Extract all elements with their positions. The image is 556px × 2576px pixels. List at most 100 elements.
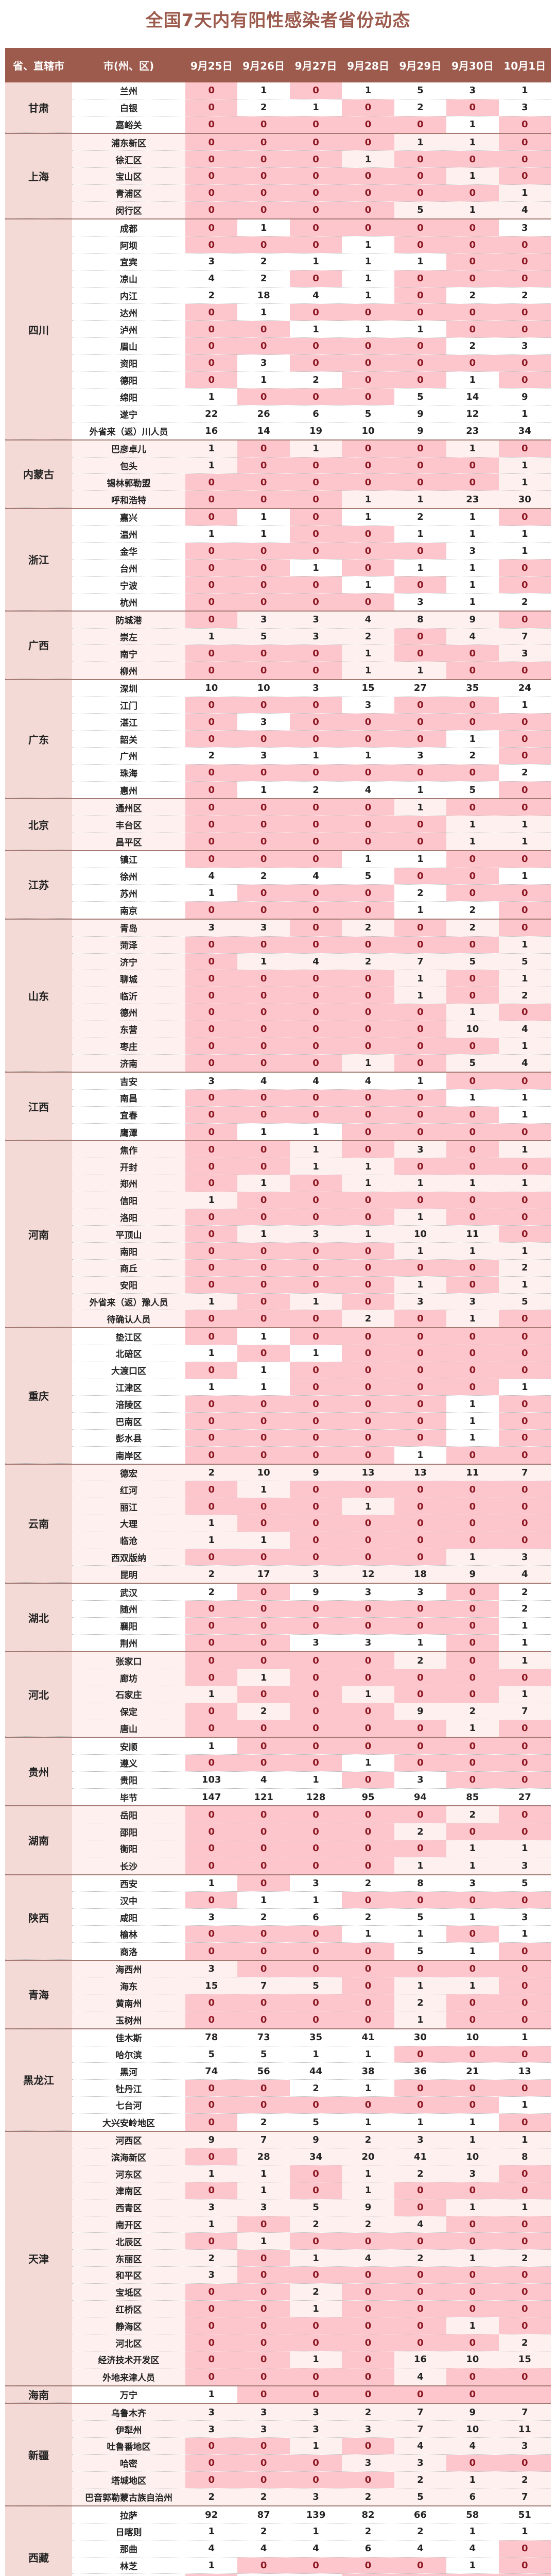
- count-cell: 0: [394, 2097, 447, 2113]
- count-cell: 1: [394, 1073, 447, 1090]
- count-cell: 0: [498, 2182, 551, 2199]
- count-cell: 0: [446, 1892, 499, 1909]
- count-cell: 1: [394, 799, 447, 816]
- count-cell: 0: [237, 2471, 290, 2488]
- count-cell: 1: [342, 748, 394, 764]
- count-cell: 0: [237, 885, 290, 902]
- city-cell: 垫江区: [72, 1328, 185, 1345]
- count-cell: 0: [498, 2454, 551, 2471]
- table-row: 临沧 1 1 0 0 0 0 0: [72, 1532, 551, 1549]
- count-cell: 4: [289, 953, 342, 970]
- count-cell: 0: [342, 388, 394, 405]
- count-cell: 8: [394, 611, 447, 628]
- count-cell: 0: [342, 1738, 394, 1755]
- table-row: 北辰区 0 1 0 0 0 0 0: [72, 2233, 551, 2250]
- province-cell: 海南: [5, 2386, 72, 2403]
- count-cell: 0: [289, 1362, 342, 1379]
- city-cell: 红桥区: [72, 2300, 185, 2317]
- count-cell: 0: [498, 134, 551, 151]
- table-row: 江津区 1 1 0 0 0 0 1: [72, 1379, 551, 1396]
- city-cell: 临沂: [72, 987, 185, 1004]
- count-cell: 1: [446, 2131, 499, 2148]
- count-cell: 0: [394, 1669, 447, 1686]
- count-cell: 6: [342, 2540, 394, 2557]
- count-cell: 0: [446, 2386, 499, 2403]
- count-cell: 0: [237, 2351, 290, 2368]
- count-cell: 0: [237, 833, 290, 850]
- count-cell: 0: [185, 1226, 238, 1243]
- count-cell: 0: [342, 764, 394, 781]
- province-group: 甘肃 兰州 0 1 0 1 5 3 1 白银 0 2 1 0 2 0 3 嘉峪关 0 0 0 0 0 1 0: [5, 82, 551, 134]
- count-cell: 3: [394, 1293, 447, 1310]
- table-row: 白银 0 2 1 0 2 0 3: [72, 99, 551, 116]
- count-cell: 15: [498, 2351, 551, 2368]
- count-cell: 0: [289, 1192, 342, 1209]
- count-cell: 5: [394, 201, 447, 219]
- table-row: 佳木斯 78 73 35 41 30 10 1: [72, 2029, 551, 2046]
- count-cell: 73: [237, 2029, 290, 2046]
- count-cell: 0: [185, 645, 238, 662]
- count-cell: 0: [237, 1652, 290, 1669]
- table-row: 宁波 0 0 0 1 0 1 0: [72, 577, 551, 594]
- count-cell: 95: [342, 1788, 394, 1806]
- count-cell: 24: [498, 680, 551, 697]
- table-row: 张家口 0 0 0 0 2 0 1: [72, 1652, 551, 1670]
- count-cell: 1: [289, 1158, 342, 1175]
- count-cell: 0: [185, 1755, 238, 1771]
- table-row: 黑河 74 56 44 38 36 21 13: [72, 2063, 551, 2080]
- count-cell: 0: [446, 1362, 499, 1379]
- count-cell: 4: [289, 2540, 342, 2557]
- count-cell: 2: [394, 1823, 447, 1840]
- count-cell: 0: [446, 270, 499, 287]
- table-row: 贵阳 103 4 1 0 3 0 0: [72, 1771, 551, 1789]
- count-cell: 0: [394, 2182, 447, 2199]
- count-cell: 0: [289, 2471, 342, 2488]
- count-cell: 0: [394, 645, 447, 662]
- count-cell: 0: [289, 1686, 342, 1703]
- province-cell: 重庆: [5, 1328, 72, 1464]
- count-cell: 0: [185, 662, 238, 679]
- count-cell: 0: [289, 134, 342, 151]
- count-cell: 0: [185, 1498, 238, 1515]
- city-cell: 安阳: [72, 1276, 185, 1293]
- count-cell: 1: [498, 970, 551, 987]
- count-cell: 2: [237, 270, 290, 287]
- count-cell: 1: [446, 1857, 499, 1874]
- count-cell: 0: [237, 337, 290, 354]
- count-cell: 0: [446, 1823, 499, 1840]
- count-cell: 3: [237, 2404, 290, 2421]
- count-cell: 1: [446, 2523, 499, 2540]
- table-row: 大兴安岭地区 0 2 5 1 1 1 0: [72, 2113, 551, 2131]
- count-cell: 0: [394, 1158, 447, 1175]
- table-row: 外省来（返）川人员 16 14 19 10 9 23 34: [72, 422, 551, 439]
- count-cell: 3: [342, 2454, 394, 2471]
- count-cell: 2: [342, 2216, 394, 2233]
- count-cell: 0: [289, 987, 342, 1004]
- count-cell: 103: [185, 1771, 238, 1788]
- table-row: 七台河 0 0 0 0 0 0 1: [72, 2097, 551, 2114]
- count-cell: 1: [394, 1175, 447, 1192]
- table-row: 荆州 0 0 3 3 1 0 1: [72, 1634, 551, 1652]
- count-cell: 0: [498, 1515, 551, 1532]
- count-cell: 1: [394, 1209, 447, 1226]
- count-cell: 0: [185, 1926, 238, 1942]
- table-row: 成都 0 1 0 0 0 0 3: [72, 219, 551, 237]
- table-row: 衡阳 0 0 0 0 0 1 1: [72, 1840, 551, 1857]
- city-cell: 河西区: [72, 2131, 185, 2148]
- count-cell: 0: [498, 1481, 551, 1498]
- count-cell: 0: [446, 851, 499, 868]
- count-cell: 0: [394, 1498, 447, 1515]
- count-cell: 1: [498, 697, 551, 714]
- count-cell: 3: [394, 1771, 447, 1788]
- count-cell: 0: [394, 2199, 447, 2216]
- count-cell: 3: [289, 611, 342, 628]
- count-cell: 0: [394, 287, 447, 304]
- count-cell: 0: [498, 2080, 551, 2097]
- count-cell: 1: [289, 1293, 342, 1310]
- count-cell: 0: [289, 457, 342, 474]
- city-cell: 乌鲁木齐: [72, 2404, 185, 2421]
- count-cell: 1: [185, 1293, 238, 1310]
- count-cell: 0: [342, 184, 394, 201]
- count-cell: 1: [498, 2097, 551, 2113]
- table-row: 拉萨 92 87 139 82 66 58 51: [72, 2506, 551, 2523]
